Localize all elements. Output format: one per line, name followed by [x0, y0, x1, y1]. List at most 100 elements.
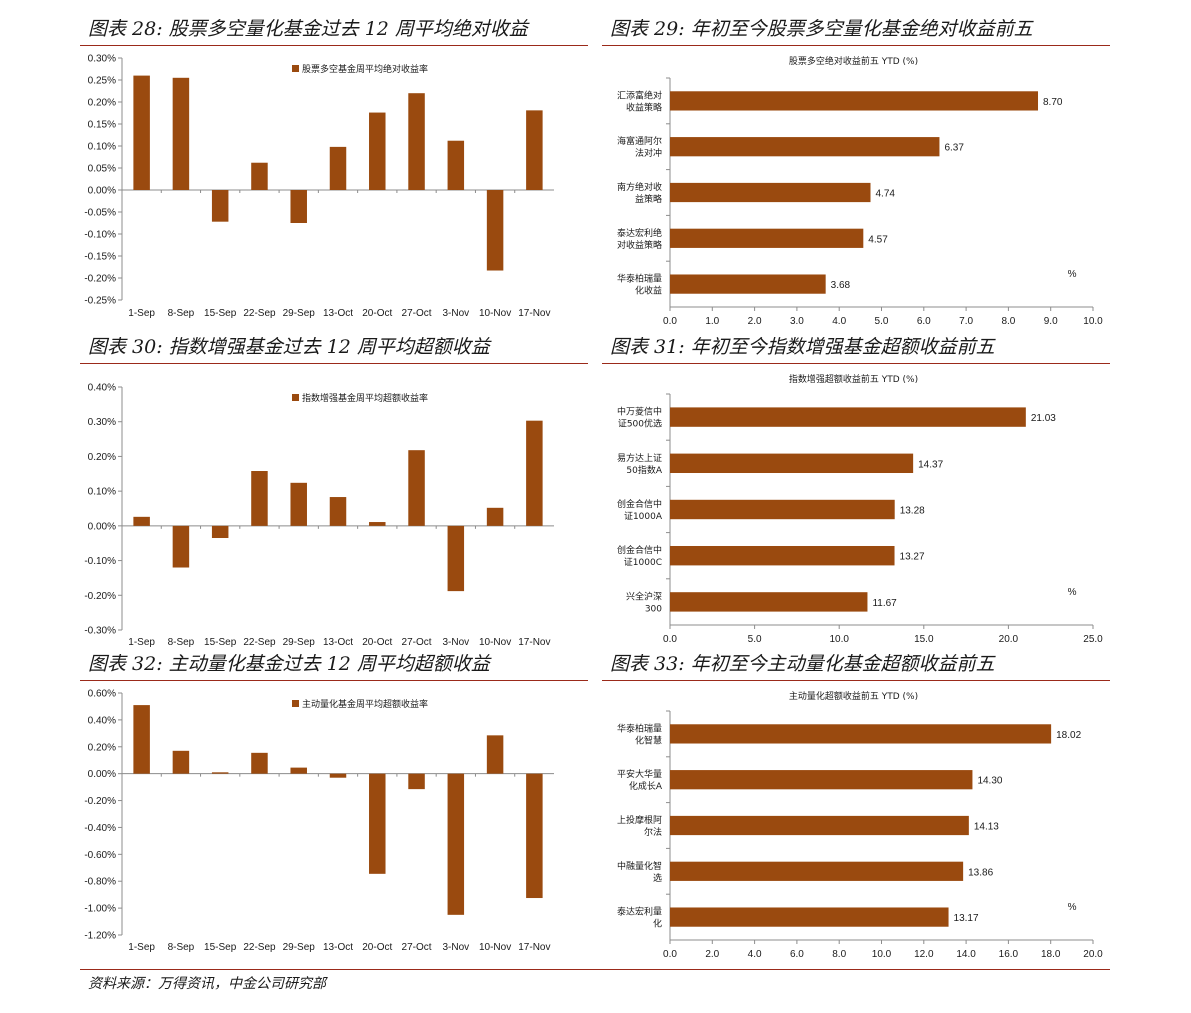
y-tick-label: -1.20%	[84, 931, 116, 942]
bar-3-Nov	[447, 140, 465, 190]
category-label: 上投摩根阿	[617, 814, 662, 826]
x-tick-label: 6.0	[917, 316, 931, 327]
y-tick-label: 0.30%	[88, 54, 116, 65]
value-label: 3.68	[831, 280, 851, 291]
bar-华泰柏瑞量化收益	[670, 274, 826, 294]
bar-13-Oct	[329, 773, 347, 778]
bar-8-Sep	[172, 525, 190, 568]
x-tick-label: 15.0	[914, 634, 934, 645]
x-tick-label: 18.0	[1041, 949, 1061, 960]
category-label: 尔法	[644, 826, 662, 838]
category-label: 华泰柏瑞量	[617, 273, 662, 285]
legend-swatch	[292, 700, 299, 707]
x-tick-label: 1-Sep	[128, 942, 155, 953]
x-tick-label: 13-Oct	[323, 637, 353, 648]
y-tick-label: 0.15%	[88, 120, 116, 131]
value-label: 21.03	[1031, 413, 1056, 424]
x-tick-label: 9.0	[1044, 316, 1058, 327]
legend-swatch	[292, 65, 299, 72]
x-tick-label: 5.0	[875, 316, 889, 327]
y-tick-label: -0.15%	[84, 252, 116, 263]
value-label: 14.13	[974, 822, 999, 833]
bar-10-Nov	[486, 507, 504, 526]
bar-泰达宏利绝对收益策略	[670, 228, 864, 248]
bar-南方绝对收益策略	[670, 182, 871, 203]
y-tick-label: -0.20%	[84, 591, 116, 602]
y-tick-label: 0.00%	[88, 186, 116, 197]
x-tick-label: 8.0	[832, 949, 846, 960]
figure-28-title-rule	[80, 45, 588, 46]
chart-33-svg: 主动量化超额收益前五 YTD (%) 0.0 2.0 4.0 6.0 8.0 10.0 12.…	[617, 690, 1103, 960]
x-tick-label: 15-Sep	[204, 308, 237, 319]
bar-27-Oct	[408, 773, 425, 790]
figure-29-title-rule	[602, 45, 1110, 46]
bar-10-Nov	[486, 735, 504, 774]
x-tick-label: 2.0	[705, 949, 719, 960]
x-tick-label: 0.0	[663, 634, 677, 645]
bar-17-Nov	[526, 110, 543, 190]
category-label: 兴全沪深	[626, 590, 662, 602]
y-tick-label: 0.10%	[88, 142, 116, 153]
value-label: 13.27	[900, 552, 925, 563]
bar-泰达宏利量化	[670, 907, 949, 927]
legend-swatch	[292, 394, 299, 401]
bar-27-Oct	[408, 93, 425, 190]
y-tick-label: -0.80%	[84, 877, 116, 888]
x-tick-label: 29-Sep	[283, 637, 316, 648]
unit-label: %	[1068, 902, 1077, 913]
x-tick-label: 20-Oct	[362, 942, 392, 953]
value-label: 11.67	[872, 598, 897, 609]
bar-29-Sep	[290, 767, 307, 774]
bar-22-Sep	[251, 752, 268, 774]
bar-1-Sep	[133, 516, 150, 526]
category-label: 法对冲	[635, 147, 662, 159]
x-tick-label: 17-Nov	[518, 637, 550, 648]
bar-22-Sep	[251, 162, 268, 190]
x-tick-label: 5.0	[748, 634, 762, 645]
x-tick-label: 4.0	[748, 949, 762, 960]
y-tick-label: -0.10%	[84, 230, 116, 241]
value-label: 14.30	[977, 776, 1002, 787]
y-tick-label: 0.60%	[88, 689, 116, 700]
bar-20-Oct	[369, 522, 386, 526]
y-tick-label: -0.05%	[84, 208, 116, 219]
chart-28-svg: 0.30% 0.25% 0.20% 0.15% 0.10% 0.05% 0.00% -0.05…	[84, 54, 554, 319]
x-tick-label: 10.0	[872, 949, 892, 960]
y-tick-label: 0.20%	[88, 742, 116, 753]
bar-27-Oct	[408, 450, 425, 526]
y-tick-label: -0.40%	[84, 823, 116, 834]
x-tick-label: 16.0	[999, 949, 1019, 960]
category-label: 300	[645, 604, 662, 614]
y-tick-label: 0.40%	[88, 715, 116, 726]
bar-3-Nov	[447, 525, 465, 592]
bar-1-Sep	[133, 75, 150, 190]
category-label: 选	[653, 872, 662, 884]
category-label: 南方绝对收	[617, 181, 662, 193]
x-tick-label: 2.0	[748, 316, 762, 327]
chart-32-svg: 0.60% 0.40% 0.20% 0.00% -0.20% -0.40% -0.60% -0…	[84, 689, 554, 953]
x-tick-label: 25.0	[1083, 634, 1103, 645]
category-label: 益策略	[635, 193, 662, 205]
bar-中融量化智选	[670, 861, 964, 881]
y-tick-label: -0.60%	[84, 850, 116, 861]
x-tick-label: 13-Oct	[323, 308, 353, 319]
bar-8-Sep	[172, 77, 190, 190]
x-tick-label: 8-Sep	[168, 942, 195, 953]
y-tick-label: -0.20%	[84, 274, 116, 285]
bar-13-Oct	[329, 146, 347, 190]
x-tick-label: 0.0	[663, 949, 677, 960]
legend-label: 指数增强基金周平均超额收益率	[302, 392, 428, 404]
value-label: 13.17	[954, 913, 979, 924]
y-tick-label: 0.30%	[88, 417, 116, 428]
y-tick-label: 0.25%	[88, 76, 116, 87]
chart-title: 股票多空绝对收益前五 YTD (%)	[789, 55, 918, 67]
chart-title: 主动量化超额收益前五 YTD (%)	[789, 690, 918, 702]
category-label: 证1000A	[624, 511, 663, 522]
chart-30-weekly-index-enhanced: 0.40% 0.30% 0.20% 0.10% 0.00% -0.10% -0.20% -0.…	[80, 366, 588, 648]
figure-32-title: 图表 32: 主动量化基金过去 12 周平均超额收益	[88, 653, 490, 675]
category-label: 创金合信中	[617, 498, 662, 510]
x-tick-label: 4.0	[832, 316, 846, 327]
bar-3-Nov	[447, 773, 465, 915]
bar-29-Sep	[290, 482, 307, 526]
x-tick-label: 20-Oct	[362, 637, 392, 648]
